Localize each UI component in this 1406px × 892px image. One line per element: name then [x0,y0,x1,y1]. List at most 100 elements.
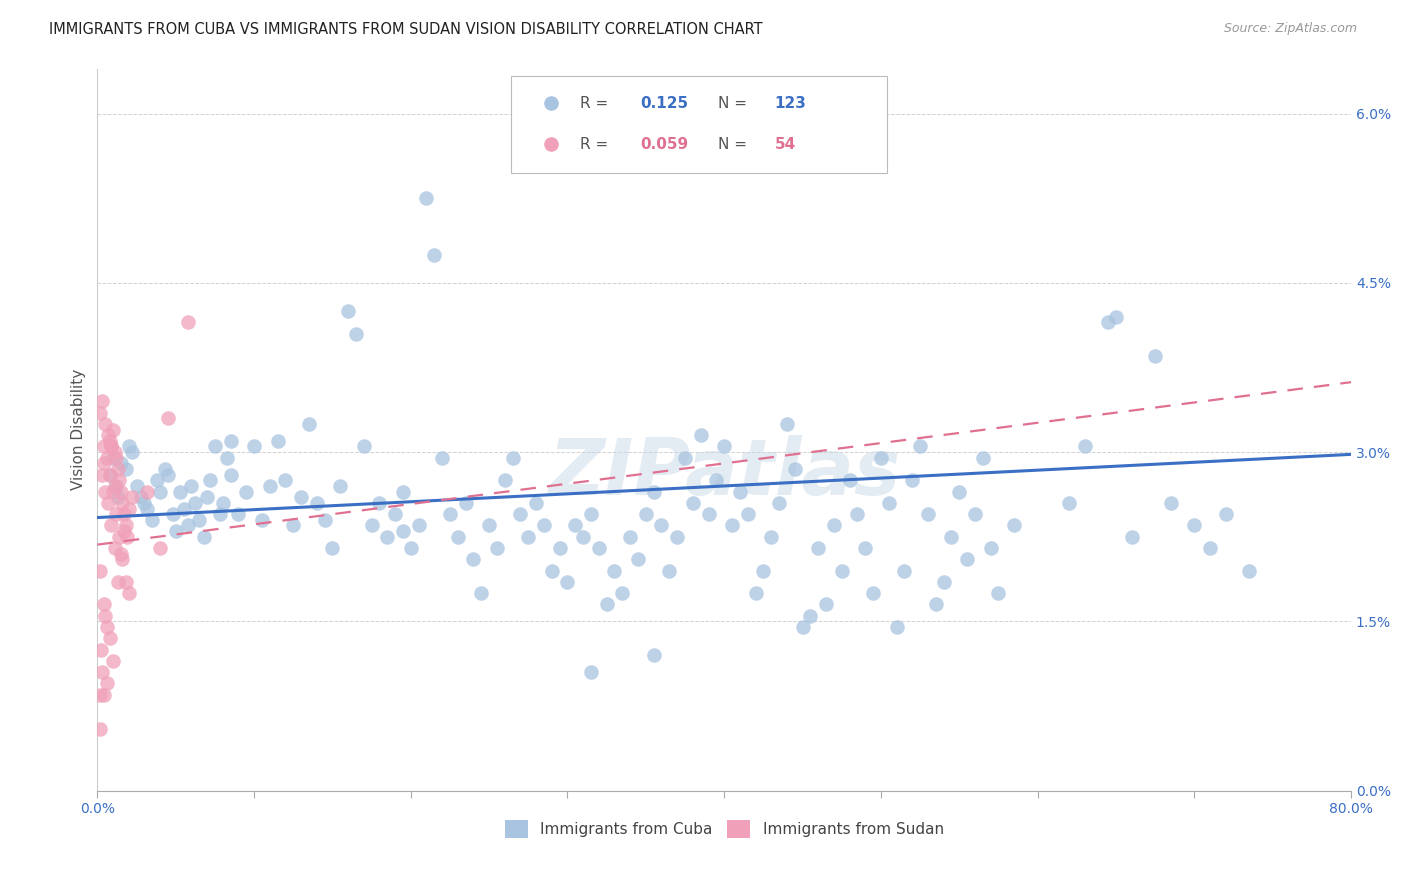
Point [375,530,398,544]
Point [463,552,485,566]
Point [1199,541,1222,555]
Point [97,496,120,510]
Point [776,417,799,431]
Point [430,450,453,465]
Point [89,564,111,578]
Point [101,450,124,465]
Point [208,507,231,521]
Point [93,598,115,612]
Point [564,518,586,533]
Point [149,541,172,555]
Point [107,462,129,476]
Point [533,518,555,533]
Point [173,501,195,516]
Point [94,417,117,431]
Point [146,473,169,487]
Point [697,507,720,521]
Point [112,524,135,538]
Text: 0.059: 0.059 [640,136,689,152]
Point [337,304,360,318]
Point [485,541,508,555]
Point [783,462,806,476]
Point [932,574,955,589]
Point [987,586,1010,600]
Point [118,586,141,600]
Point [807,541,830,555]
Point [243,440,266,454]
Point [1215,507,1237,521]
Point [98,434,121,448]
Text: 0.125: 0.125 [640,95,689,111]
Point [153,462,176,476]
Point [89,688,111,702]
Point [305,496,328,510]
Point [204,440,226,454]
Point [274,473,297,487]
Point [118,501,141,516]
Point [114,574,136,589]
Point [250,513,273,527]
Point [666,530,689,544]
Point [728,484,751,499]
Point [956,552,979,566]
Point [360,518,382,533]
Text: ZIPatlas: ZIPatlas [548,435,900,511]
Point [101,423,124,437]
Point [98,632,121,646]
Text: R =: R = [581,136,613,152]
Point [689,428,711,442]
Point [799,608,821,623]
Point [853,541,876,555]
Point [1097,315,1119,329]
Point [713,440,735,454]
Point [901,473,924,487]
Point [612,586,634,600]
Point [110,484,132,499]
Point [846,507,869,521]
Point [447,530,470,544]
Point [93,440,115,454]
Point [298,417,321,431]
Point [494,473,516,487]
Point [540,564,562,578]
Point [650,518,672,533]
Point [156,411,179,425]
Point [91,394,114,409]
Point [91,682,114,697]
Point [524,496,547,510]
Point [344,326,367,341]
Text: 54: 54 [775,136,796,152]
Point [188,513,211,527]
Point [752,564,775,578]
Point [107,574,129,589]
Point [517,530,540,544]
Point [98,467,121,482]
Text: IMMIGRANTS FROM CUBA VS IMMIGRANTS FROM SUDAN VISION DISABILITY CORRELATION CHAR: IMMIGRANTS FROM CUBA VS IMMIGRANTS FROM … [49,22,763,37]
Point [1121,530,1143,544]
Point [89,406,111,420]
Text: N =: N = [718,95,752,111]
Point [89,722,111,736]
Point [129,490,152,504]
Point [384,507,406,521]
Point [97,428,120,442]
Point [399,541,422,555]
Point [588,541,610,555]
Point [831,564,853,578]
Point [1160,496,1182,510]
Point [1057,496,1080,510]
Point [509,507,531,521]
Point [572,530,595,544]
Text: N =: N = [718,136,752,152]
Point [195,490,218,504]
Point [136,501,159,516]
Point [972,450,994,465]
Point [112,507,135,521]
Point [101,484,124,499]
Point [105,450,128,465]
Point [103,445,125,459]
Point [744,586,766,600]
Point [1144,349,1167,363]
Point [1182,518,1205,533]
Point [266,434,288,448]
